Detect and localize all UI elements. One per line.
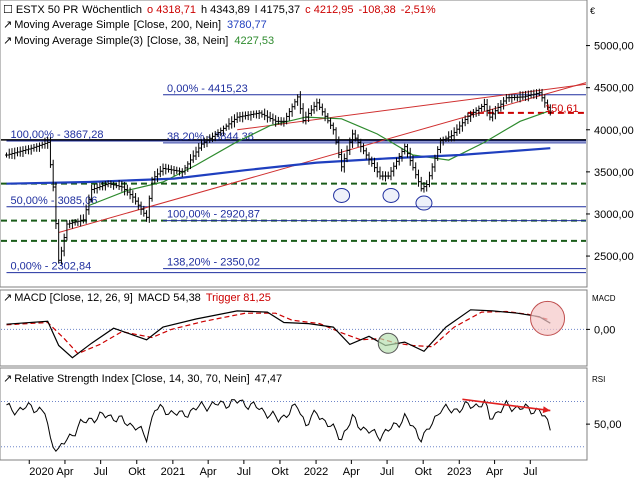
x-tick-label-1: Apr [56,466,73,478]
open-value: o 4318,71 [147,4,196,16]
close-value: c 4212,95 [305,4,353,16]
macd-value: MACD 54,38 [138,292,201,304]
pattern-circle-1 [382,187,400,203]
x-tick-label-8: 2022 [304,466,328,478]
legend-row-ma38: ↗ Moving Average Simple(3) [Close, 38, Nei… [3,35,274,47]
fib-level-label-2: 100,00% - 2920,87 [167,209,260,221]
instrument-name: ESTX 50 PR [16,4,78,16]
price-layer: 0,00% - 4415,23 38,20% - 3844,38 100,00% -… [1,41,634,274]
rsi-arrow-head [542,406,551,414]
fib-level-label-6: 0,00% - 2302,84 [10,261,91,273]
legend-row-1: ☐ ESTX 50 PR Wöchentlich o 4318,71 h 4343,8… [3,4,436,16]
x-tick-label-10: Jul [380,466,394,478]
macd-title: MACD [Close, 12, 26, 9] [14,292,133,304]
x-tick-label-6: Jul [237,466,251,478]
rsi-icon: ↗ [3,373,12,385]
macd-legend: ↗ MACD [Close, 12, 26, 9] MACD 54,38 Trigge… [3,292,616,304]
x-tick-label-13: Apr [486,466,503,478]
rsi-legend-row: ↗ Relative Strength Index [Close, 14, 30,… [3,373,282,385]
x-tick-label-4: 2021 [161,466,185,478]
macd-layer: 0,00 [1,300,615,359]
info-icon: ☐ [3,4,16,16]
x-tick-label-12: 2023 [447,466,471,478]
x-axis: 2020 Apr Jul Okt 2021 Apr Jul Okt 2022 Apr Jul Okt 2… [28,460,537,478]
pattern-circle-0 [333,187,351,203]
price-y-tick-label-4: 3000,00 [594,209,634,221]
rsi-value: 47,47 [255,373,283,385]
rsi-layer: 50,00 [1,398,622,453]
macd-line [6,309,551,359]
change-pct-value: -2,51% [401,4,436,16]
change-value: -108,38 [358,4,395,16]
ma200-line [6,147,551,185]
ma200-label: Moving Average Simple [14,19,129,31]
price-legend: ☐ ESTX 50 PR Wöchentlich o 4318,71 h 4343,8… [3,4,595,47]
rsi-line [6,398,551,453]
macd-signal-circle-0 [377,332,399,354]
ma200-icon: ↗ [3,19,12,31]
macd-side-label: MACD [592,294,616,303]
ma38-params: [Close, 38, Nein] [147,35,228,47]
ma38-label: Moving Average Simple(3) [14,35,143,47]
fib-level-label-0: 0,00% - 4415,23 [167,83,248,95]
fib-level-label-5: 50,00% - 3085,06 [10,195,97,207]
ma200-value: 3780,77 [227,19,267,31]
x-tick-label-0: 2020 [29,466,53,478]
fib-level-label-3: 138,20% - 2350,02 [167,257,260,269]
price-panel [0,0,588,288]
pattern-circle-2 [415,195,433,211]
rsi-trend-arrow [462,398,551,412]
ma200-params: [Close, 200, Nein] [134,19,221,31]
rsi-title: Relative Strength Index [Close, 14, 30, … [14,373,249,385]
ma38-value: 4227,53 [234,35,274,47]
period-label: Wöchentlich [82,4,142,16]
fib-level-label-4: 100,00% - 3867,28 [10,129,103,141]
currency-label: € [590,6,595,16]
fib-level-label-1: 38,20% - 3844,38 [167,131,254,143]
rsi-side-label: RSI [592,375,605,384]
x-tick-label-3: Okt [128,466,145,478]
annotation-label: 150,61 [545,103,579,115]
macd-icon: ↗ [3,292,12,304]
price-y-tick-label-3: 3500,00 [594,167,634,179]
legend-row-ma200: ↗ Moving Average Simple [Close, 200, Nein]… [3,19,267,31]
x-tick-label-5: Apr [200,466,217,478]
price-y-tick-label-5: 2500,00 [594,251,634,263]
price-y-tick-label-1: 4500,00 [594,83,634,95]
macd-signal-circle-1 [530,300,566,336]
macd-legend-row: ↗ MACD [Close, 12, 26, 9] MACD 54,38 Trigge… [3,292,271,304]
x-tick-label-7: Okt [271,466,288,478]
rsi-legend: ↗ Relative Strength Index [Close, 14, 30,… [3,373,605,385]
rsi-y-tick-label-0: 50,00 [594,419,622,431]
macd-panel [0,289,588,367]
x-tick-label-2: Jul [94,466,108,478]
price-y-tick-label-0: 5000,00 [594,41,634,53]
low-value: l 4175,37 [255,4,300,16]
x-tick-label-9: Apr [343,466,360,478]
trigger-value: Trigger 81,25 [206,292,271,304]
ma38-icon: ↗ [3,35,12,47]
price-y-tick-label-2: 4000,00 [594,125,634,137]
x-tick-label-11: Okt [415,466,432,478]
macd-y-tick-label-0: 0,00 [594,324,615,336]
x-tick-label-14: Jul [523,466,537,478]
trigger-line [6,310,551,355]
high-value: h 4343,89 [201,4,250,16]
